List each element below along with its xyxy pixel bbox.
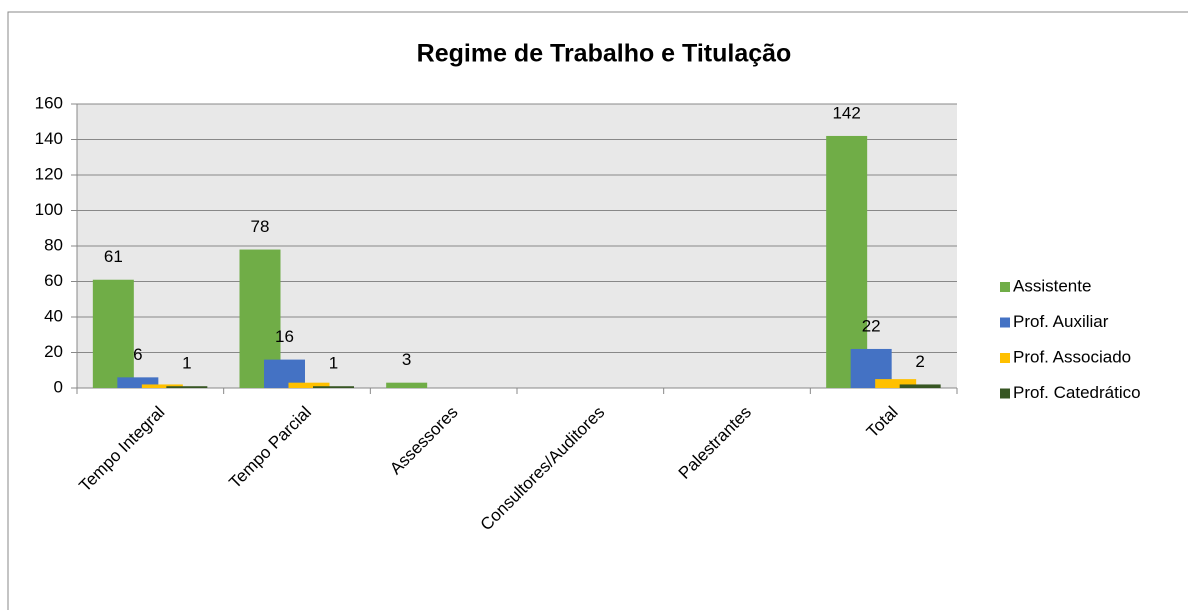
bar <box>288 382 330 388</box>
data-label: 78 <box>251 217 270 236</box>
legend-label: Prof. Auxiliar <box>1013 312 1109 331</box>
y-tick-label: 80 <box>44 235 63 254</box>
y-tick-label: 0 <box>54 377 63 396</box>
y-tick-label: 40 <box>44 306 63 325</box>
data-label: 6 <box>133 345 142 364</box>
y-tick-label: 100 <box>35 200 63 219</box>
chart-title: Regime de Trabalho e Titulação <box>417 40 792 68</box>
legend-label: Assistente <box>1013 276 1091 295</box>
data-label: 1 <box>329 354 338 373</box>
bar <box>386 382 428 388</box>
legend-swatch <box>1000 317 1010 328</box>
data-label: 61 <box>104 247 123 266</box>
bar <box>899 384 941 388</box>
bar <box>141 384 183 388</box>
legend-swatch <box>1000 282 1010 292</box>
legend-swatch <box>1000 353 1010 363</box>
bar <box>875 379 917 388</box>
data-label: 142 <box>832 103 860 122</box>
bar <box>826 135 868 388</box>
y-tick-label: 140 <box>35 129 63 148</box>
y-tick-label: 60 <box>44 271 63 290</box>
y-tick-label: 120 <box>35 164 63 183</box>
data-label: 3 <box>402 350 411 369</box>
data-label: 22 <box>862 316 881 335</box>
data-label: 16 <box>275 327 294 346</box>
y-tick-label: 20 <box>44 342 63 361</box>
data-label: 1 <box>182 354 191 373</box>
legend-swatch <box>1000 388 1010 399</box>
legend-label: Prof. Associado <box>1013 347 1131 366</box>
y-tick-label: 160 <box>35 93 63 112</box>
data-label: 2 <box>915 352 924 371</box>
bar <box>166 386 208 388</box>
bar <box>117 377 159 388</box>
bar <box>92 279 134 388</box>
bar <box>313 386 354 388</box>
legend-label: Prof. Catedrático <box>1013 383 1141 402</box>
